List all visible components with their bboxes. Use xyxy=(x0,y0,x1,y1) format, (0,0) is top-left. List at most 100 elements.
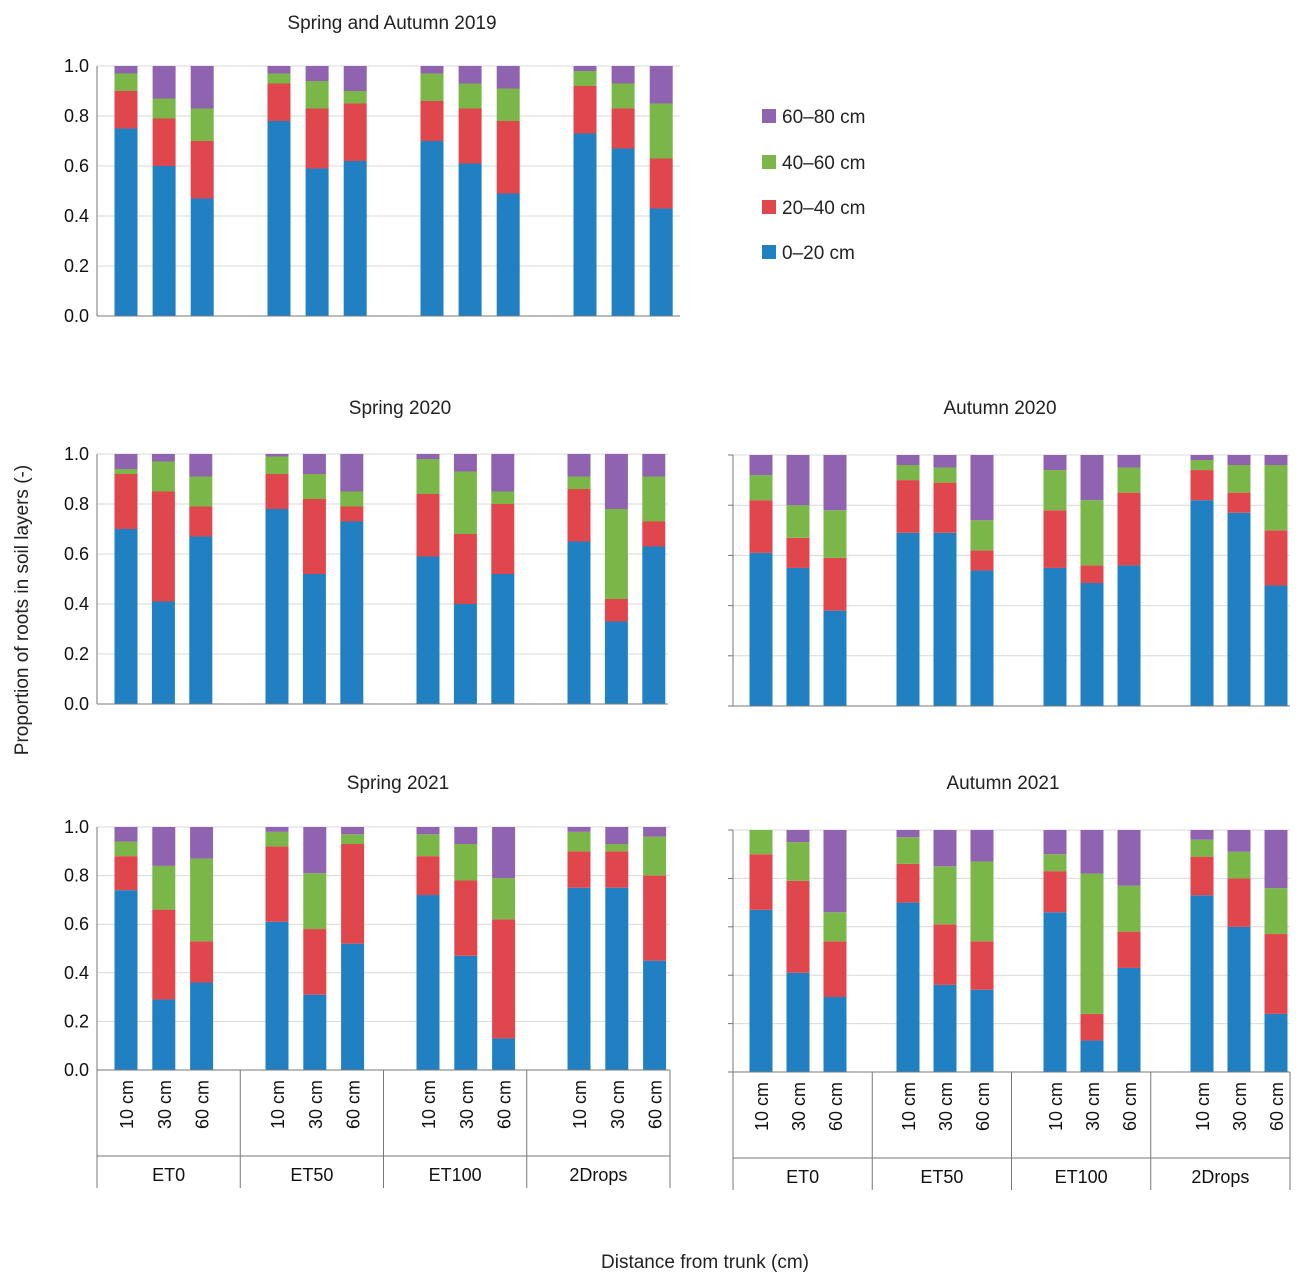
bar-segment xyxy=(152,118,176,166)
y-tick-label: 0.6 xyxy=(64,156,89,176)
bar-segment xyxy=(151,491,175,602)
bar-segment xyxy=(605,844,629,852)
bar-segment xyxy=(611,108,635,149)
bar-segment xyxy=(265,456,289,474)
group-label: ET50 xyxy=(920,1167,963,1187)
bar-segment xyxy=(496,121,520,194)
y-tick-label: 0.4 xyxy=(64,594,89,614)
legend-swatch-40-60 xyxy=(762,155,776,169)
y-tick-label: 0.4 xyxy=(64,963,89,983)
bar-segment xyxy=(1080,565,1104,584)
bar-segment xyxy=(1080,830,1104,874)
bar-segment xyxy=(454,827,478,845)
bar-segment xyxy=(896,863,920,903)
y-tick-label: 0.2 xyxy=(64,644,89,664)
category-label: 30 cm xyxy=(306,1080,326,1129)
category-label: 30 cm xyxy=(457,1080,477,1129)
bar-segment xyxy=(1227,455,1251,466)
bar-segment xyxy=(1043,567,1067,706)
bar-segment xyxy=(303,994,327,1070)
bar-segment xyxy=(496,193,520,316)
bar-segment xyxy=(305,168,329,316)
bar-segment xyxy=(114,827,138,842)
bar-segment xyxy=(340,521,364,704)
bar-segment xyxy=(823,941,847,997)
y-tick-label: 0.6 xyxy=(64,914,89,934)
bar-segment xyxy=(1227,512,1251,706)
bar-segment xyxy=(786,537,810,568)
bar-segment xyxy=(1117,467,1141,493)
bar-segment xyxy=(896,480,920,533)
bar-segment xyxy=(458,163,482,316)
bar-segment xyxy=(151,461,175,492)
y-tick-label: 1.0 xyxy=(64,444,89,464)
group-label: ET100 xyxy=(1055,1167,1108,1187)
bar-segment xyxy=(642,454,666,477)
legend-swatch-20-40 xyxy=(762,200,776,214)
category-label: 60 cm xyxy=(495,1080,515,1129)
bar-segment xyxy=(1190,830,1214,840)
category-label: 10 cm xyxy=(1193,1082,1213,1131)
bar-segment xyxy=(604,599,628,622)
bar-segment xyxy=(970,520,994,551)
bar-segment xyxy=(190,198,214,316)
bar-segment xyxy=(649,66,673,104)
bar-segment xyxy=(189,506,213,537)
bar-segment xyxy=(573,71,597,86)
group-label: 2Drops xyxy=(1191,1167,1249,1187)
bar-segment xyxy=(567,827,591,832)
bar-segment xyxy=(492,878,516,920)
bar-segment xyxy=(567,851,591,888)
legend-swatch-0-20 xyxy=(762,245,776,259)
bar-segment xyxy=(267,121,291,316)
bar-segment xyxy=(1227,492,1251,513)
category-label: 10 cm xyxy=(899,1082,919,1131)
bar-segment xyxy=(190,108,214,141)
bar-segment xyxy=(649,158,673,209)
category-label: 30 cm xyxy=(608,1080,628,1129)
category-label: 10 cm xyxy=(752,1082,772,1131)
bar-segment xyxy=(1190,455,1214,461)
bar-segment xyxy=(896,455,920,466)
bar-segment xyxy=(340,454,364,492)
category-label: 60 cm xyxy=(344,1080,364,1129)
bar-segment xyxy=(416,494,440,557)
bar-segment xyxy=(1264,530,1288,586)
bar-segment xyxy=(265,831,289,847)
bar-segment xyxy=(420,101,444,141)
bar-segment xyxy=(1117,830,1141,886)
bar-segment xyxy=(343,161,367,316)
bar-segment xyxy=(453,534,477,604)
bar-segment xyxy=(454,880,478,956)
bar-segment xyxy=(823,996,847,1072)
bar-segment xyxy=(114,856,138,891)
category-label: 30 cm xyxy=(1230,1082,1250,1131)
bar-segment xyxy=(823,912,847,942)
bar-segment xyxy=(343,66,367,91)
bar-segment xyxy=(749,854,773,910)
bar-segment xyxy=(970,830,994,862)
panel-title: Spring 2020 xyxy=(349,398,451,419)
bar-segment xyxy=(190,858,214,942)
y-tick-label: 0.0 xyxy=(64,306,89,326)
bar-segment xyxy=(416,459,440,494)
y-tick-label: 0.4 xyxy=(64,206,89,226)
category-label: 60 cm xyxy=(1120,1082,1140,1131)
bar-segment xyxy=(1117,885,1141,932)
bar-segment xyxy=(190,66,214,109)
bar-segment xyxy=(604,621,628,704)
bar-segment xyxy=(303,827,327,874)
panel-spring-autumn-2019: Spring and Autumn 2019 0.0 0.2 0.4 0.6 0.8 1.… xyxy=(64,13,680,326)
bar-segment xyxy=(151,601,175,704)
bar-segment xyxy=(1264,465,1288,531)
bar-segment xyxy=(970,550,994,571)
bar-segment xyxy=(190,941,214,983)
bar-segment xyxy=(1227,465,1251,493)
bar-segment xyxy=(341,943,365,1070)
bar-segment xyxy=(786,972,810,1072)
bar-segment xyxy=(933,455,957,468)
bar-segment xyxy=(1190,470,1214,501)
category-label: 30 cm xyxy=(155,1080,175,1129)
bar-segment xyxy=(896,465,920,481)
bar-segment xyxy=(265,509,289,704)
